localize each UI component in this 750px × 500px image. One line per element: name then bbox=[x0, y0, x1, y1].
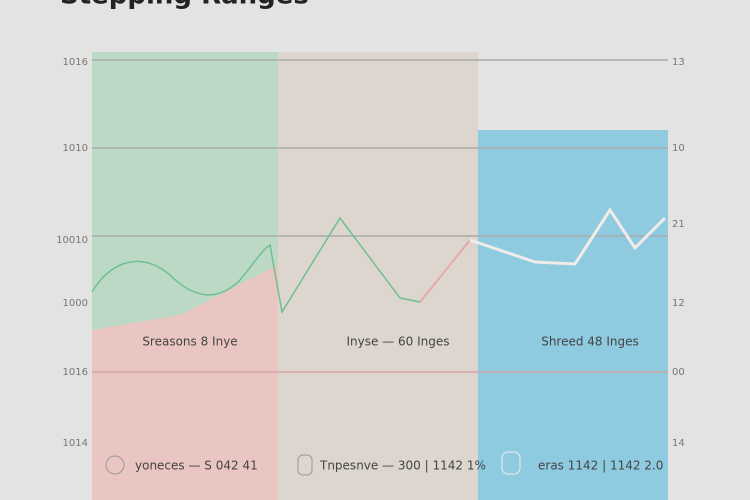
left-label: 10010 bbox=[56, 235, 88, 246]
left-axis: 1016 1010 10010 1000 1016 1014 bbox=[56, 57, 88, 449]
right-label: 10 bbox=[672, 143, 685, 154]
left-label: 1016 bbox=[63, 367, 88, 378]
right-label: 14 bbox=[672, 438, 685, 449]
right-label: 13 bbox=[672, 57, 685, 68]
left-label: 1010 bbox=[63, 143, 88, 154]
grid bbox=[92, 59, 668, 373]
panel-label: Inyse — 60 Inges bbox=[347, 335, 450, 349]
pink-area bbox=[92, 265, 278, 500]
trend-line bbox=[91, 216, 471, 315]
icon bbox=[501, 451, 521, 475]
left-label: 1016 bbox=[63, 57, 88, 68]
panel-beige bbox=[278, 52, 478, 500]
trend-line bbox=[419, 239, 471, 303]
panel-footer: Tnpesnve — 300 | 1142 1% bbox=[319, 459, 486, 473]
panel-footer: eras 1142 | 1142 2.0 bbox=[538, 459, 663, 473]
panel-label: Shreed 48 Inges bbox=[541, 335, 639, 349]
right-label: 21 bbox=[672, 219, 685, 230]
panel-label: Sreasons 8 Inye bbox=[142, 335, 237, 349]
right-label: 00 bbox=[672, 367, 685, 378]
icon bbox=[105, 455, 125, 475]
icon bbox=[297, 454, 313, 476]
title: Stepping Ranges bbox=[60, 0, 309, 11]
panel-blue bbox=[478, 130, 668, 500]
right-label: 12 bbox=[672, 298, 685, 309]
left-label: 1014 bbox=[63, 438, 88, 449]
panel-footer: yoneces — S 042 41 bbox=[135, 459, 258, 473]
left-label: 1000 bbox=[63, 298, 88, 309]
trend-line bbox=[469, 207, 667, 266]
right-axis: 13 10 21 12 00 14 bbox=[672, 57, 685, 449]
